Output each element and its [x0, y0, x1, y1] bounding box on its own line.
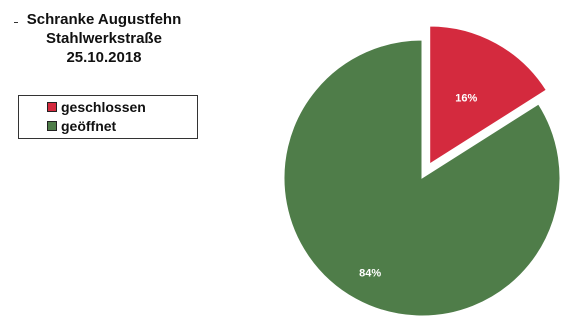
legend-item-geschlossen: geschlossen	[47, 99, 146, 115]
legend-swatch-geoeffnet	[47, 121, 57, 131]
chart-title-line-2: Stahlwerkstraße	[46, 30, 162, 47]
pie-slice-1	[283, 39, 561, 317]
pie-slice-label-1: 84%	[359, 267, 381, 279]
legend-label-geschlossen: geschlossen	[61, 99, 146, 115]
legend-item-geoeffnet: geöffnet	[47, 118, 116, 134]
legend-label-geoeffnet: geöffnet	[61, 118, 117, 134]
chart-title: Schranke Augustfehn Stahlwerkstraße 25.1…	[4, 10, 204, 67]
chart-title-line-1: Schranke Augustfehn	[26, 11, 182, 28]
chart-title-line-3: 25.10.2018	[66, 49, 142, 66]
legend-connector	[14, 22, 18, 23]
pie-slice-0	[429, 25, 547, 165]
legend-swatch-geschlossen	[47, 102, 57, 112]
pie-slice-label-0: 16%	[455, 92, 477, 104]
chart-legend: geschlossen geöffnet	[18, 95, 198, 139]
